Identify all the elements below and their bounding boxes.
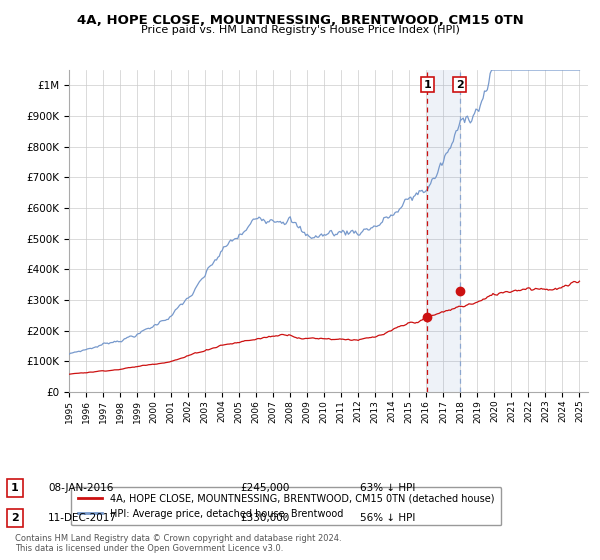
Text: 4A, HOPE CLOSE, MOUNTNESSING, BRENTWOOD, CM15 0TN: 4A, HOPE CLOSE, MOUNTNESSING, BRENTWOOD,… bbox=[77, 14, 523, 27]
Text: 1: 1 bbox=[424, 80, 431, 90]
Text: Contains HM Land Registry data © Crown copyright and database right 2024.
This d: Contains HM Land Registry data © Crown c… bbox=[15, 534, 341, 553]
Text: 63% ↓ HPI: 63% ↓ HPI bbox=[360, 483, 415, 493]
Text: Price paid vs. HM Land Registry's House Price Index (HPI): Price paid vs. HM Land Registry's House … bbox=[140, 25, 460, 35]
Text: 1: 1 bbox=[11, 483, 19, 493]
Text: 08-JAN-2016: 08-JAN-2016 bbox=[48, 483, 113, 493]
Text: 2: 2 bbox=[11, 513, 19, 523]
Text: £330,000: £330,000 bbox=[240, 513, 289, 523]
Text: 2: 2 bbox=[455, 80, 463, 90]
Text: 11-DEC-2017: 11-DEC-2017 bbox=[48, 513, 117, 523]
Text: 56% ↓ HPI: 56% ↓ HPI bbox=[360, 513, 415, 523]
Text: £245,000: £245,000 bbox=[240, 483, 289, 493]
Legend: 4A, HOPE CLOSE, MOUNTNESSING, BRENTWOOD, CM15 0TN (detached house), HPI: Average: 4A, HOPE CLOSE, MOUNTNESSING, BRENTWOOD,… bbox=[71, 487, 502, 525]
Bar bbox=[427, 70, 460, 392]
